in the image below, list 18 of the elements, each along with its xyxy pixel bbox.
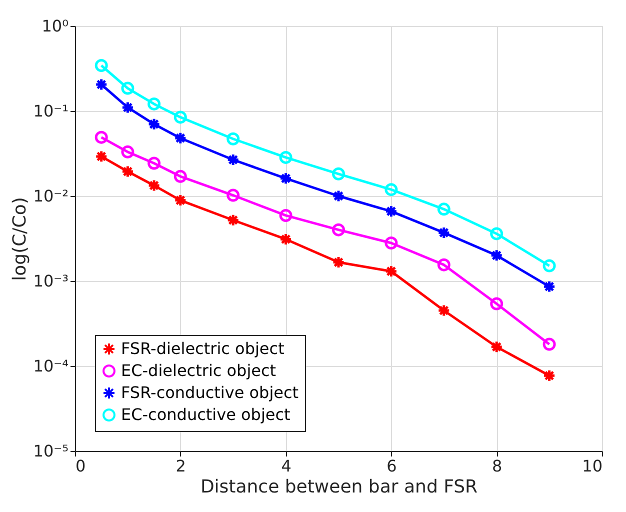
x-tick-label: 10	[582, 456, 602, 476]
x-tick-label: 4	[281, 456, 292, 476]
x-tick-label: 8	[492, 456, 502, 476]
x-tick-label: 2	[176, 456, 186, 476]
y-tick-label: 10⁰	[42, 16, 68, 36]
x-tick-label: 6	[386, 456, 397, 476]
legend-label: EC-conductive object	[121, 405, 290, 424]
legend-label: EC-dielectric object	[121, 361, 276, 380]
y-axis-title: log(C/Co)	[9, 197, 30, 281]
y-tick-label: 10⁻³	[33, 272, 68, 290]
x-axis-title: Distance between bar and FSR	[200, 476, 478, 498]
y-tick-label: 10⁻²	[33, 186, 68, 206]
x-tick-label: 0	[76, 456, 86, 476]
legend-label: FSR-conductive object	[121, 383, 299, 402]
y-tick-label: 10⁻¹	[33, 102, 68, 120]
legend-label: FSR-dielectric object	[121, 339, 284, 358]
y-tick-label: 10⁻⁴	[33, 356, 68, 376]
y-tick-label: 10⁻⁵	[33, 442, 68, 460]
